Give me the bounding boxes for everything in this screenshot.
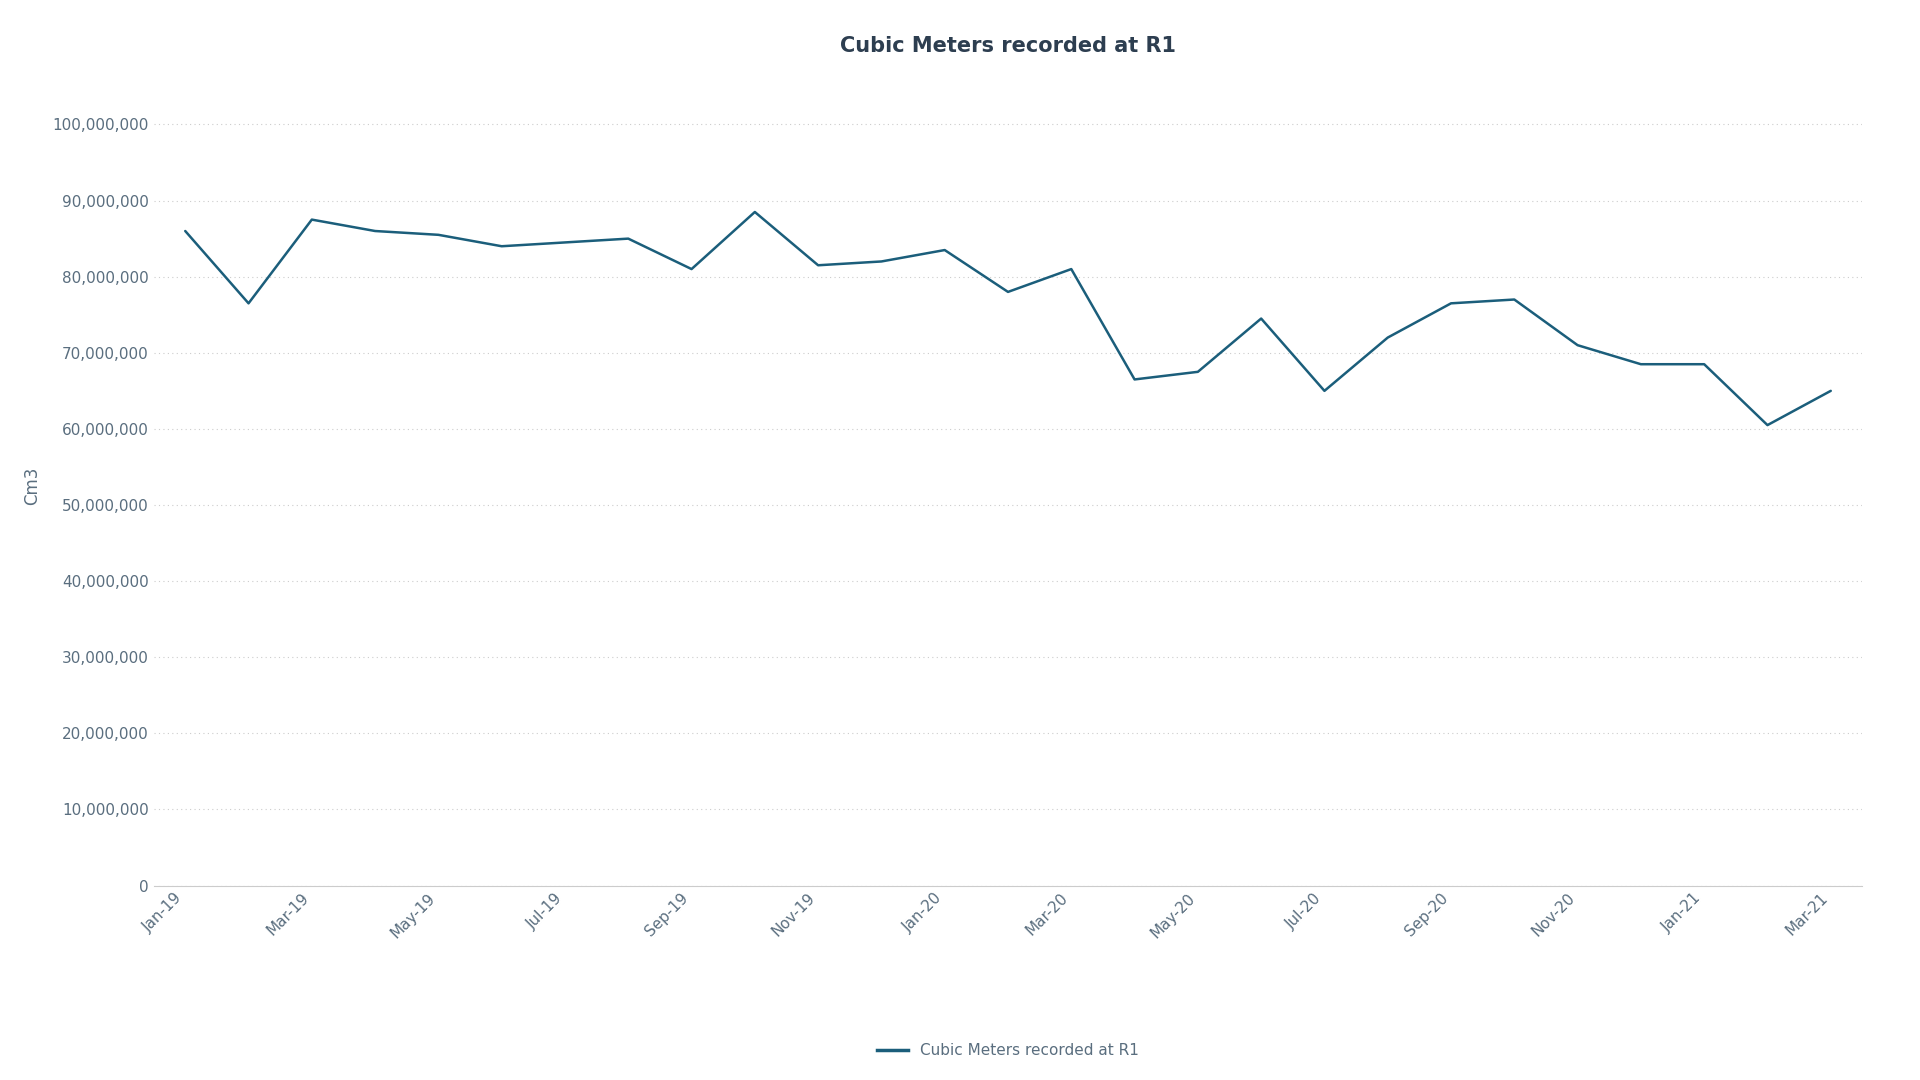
- Legend: Cubic Meters recorded at R1: Cubic Meters recorded at R1: [872, 1037, 1144, 1064]
- Title: Cubic Meters recorded at R1: Cubic Meters recorded at R1: [841, 36, 1175, 56]
- Y-axis label: Cm3: Cm3: [23, 467, 40, 505]
